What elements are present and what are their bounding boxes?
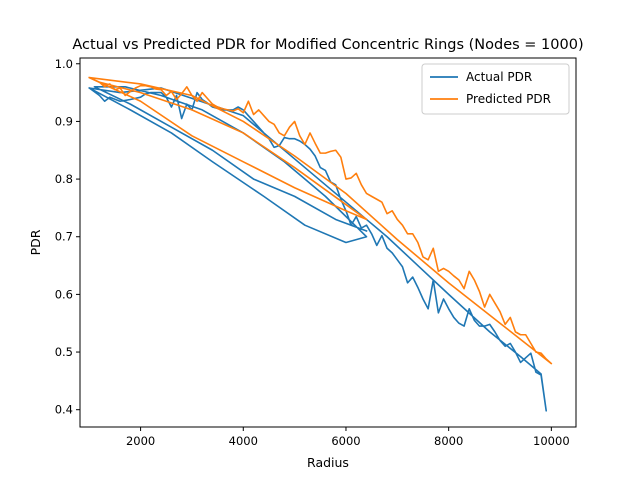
axes-frame — [79, 57, 577, 428]
y-tick-label: 0.4 — [55, 403, 73, 417]
legend: Actual PDR Predicted PDR — [421, 63, 570, 115]
series-layer — [88, 76, 553, 412]
axes-layer: 2000 4000 6000 8000 10000 0.4 0.5 0.6 0.7 0.8 0.9 1… — [55, 57, 577, 448]
y-tick-label: 1.0 — [55, 57, 73, 71]
x-tick-label: 6000 — [331, 434, 360, 448]
x-tick-label: 8000 — [434, 434, 463, 448]
y-axis-label: PDR — [28, 229, 43, 255]
legend-label-actual-pdr: Actual PDR — [466, 70, 532, 84]
x-tick-label: 10000 — [533, 434, 570, 448]
y-tick-label: 0.8 — [55, 172, 73, 186]
legend-box — [421, 63, 570, 115]
y-tick-label: 0.6 — [55, 287, 73, 301]
x-axis-label: Radius — [307, 455, 349, 470]
y-tick-label: 0.9 — [55, 114, 73, 128]
x-tick-label: 2000 — [126, 434, 155, 448]
series-line-predicted-pdr — [88, 76, 553, 365]
y-tick-label: 0.7 — [55, 230, 73, 244]
y-tick-label: 0.5 — [55, 345, 73, 359]
x-tick-label: 4000 — [229, 434, 258, 448]
legend-label-predicted-pdr: Predicted PDR — [466, 92, 551, 106]
plot-area — [80, 58, 576, 427]
chart-title: Actual vs Predicted PDR for Modified Con… — [72, 37, 583, 53]
